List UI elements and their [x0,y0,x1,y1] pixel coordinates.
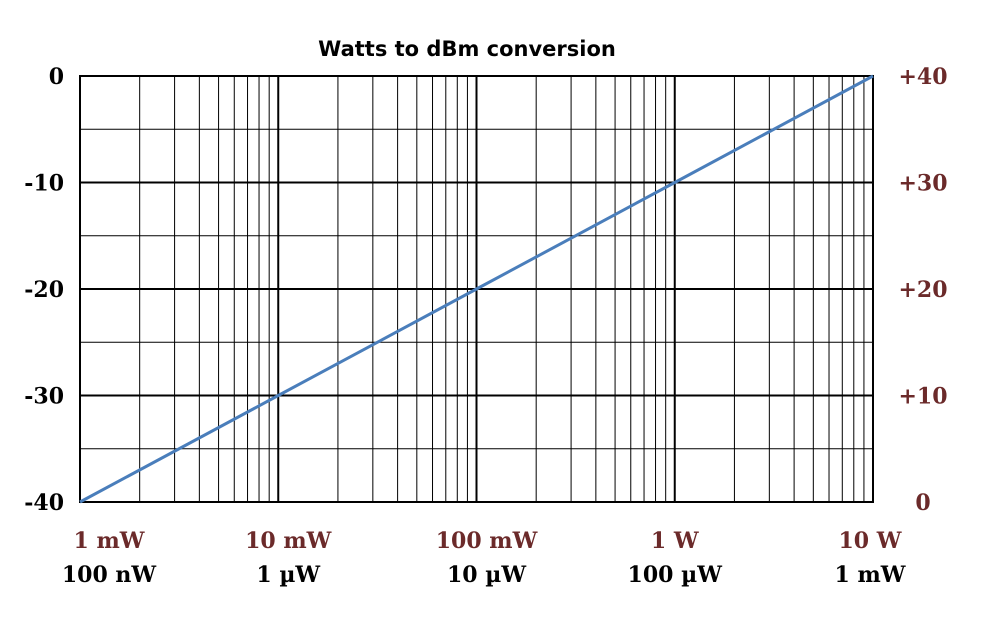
left-tick-label: -40 [24,490,64,516]
right-tick-label: +20 [898,277,947,303]
series-line [79,74,874,504]
left-tick-label: 0 [49,64,64,90]
plot-frame [79,75,874,503]
right-tick-label: +10 [898,384,947,410]
bottom-axis-ticks-mw: 1 mW 10 mW 100 mW 1 W 10 W [74,528,902,554]
bottom-tick-label-mw: 1 mW [74,528,145,554]
right-axis-ticks: +40 +30 +20 +10 0 [898,64,947,516]
left-tick-label: -30 [24,384,64,410]
right-tick-label: +40 [898,64,947,90]
chart-title: Watts to dBm conversion [318,37,616,61]
bottom-tick-label-mw: 10 mW [245,528,332,554]
bottom-tick-label-nw: 100 nW [62,562,157,588]
right-tick-label: 0 [915,490,930,516]
bottom-tick-label-mw: 1 W [651,528,699,554]
left-tick-label: -20 [24,277,64,303]
grid [80,76,873,502]
bottom-tick-label-mw: 100 mW [436,528,538,554]
bottom-tick-label-nw: 1 mW [835,562,906,588]
bottom-tick-label-nw: 1 µW [256,562,320,588]
bottom-axis-ticks-nw: 100 nW 1 µW 10 µW 100 µW 1 mW [62,562,906,588]
bottom-tick-label-nw: 10 µW [447,562,526,588]
left-tick-label: -10 [24,171,64,197]
left-axis-ticks: 0 -10 -20 -30 -40 [24,64,64,516]
bottom-tick-label-mw: 10 W [839,528,902,554]
bottom-tick-label-nw: 100 µW [628,562,723,588]
right-tick-label: +30 [898,171,947,197]
